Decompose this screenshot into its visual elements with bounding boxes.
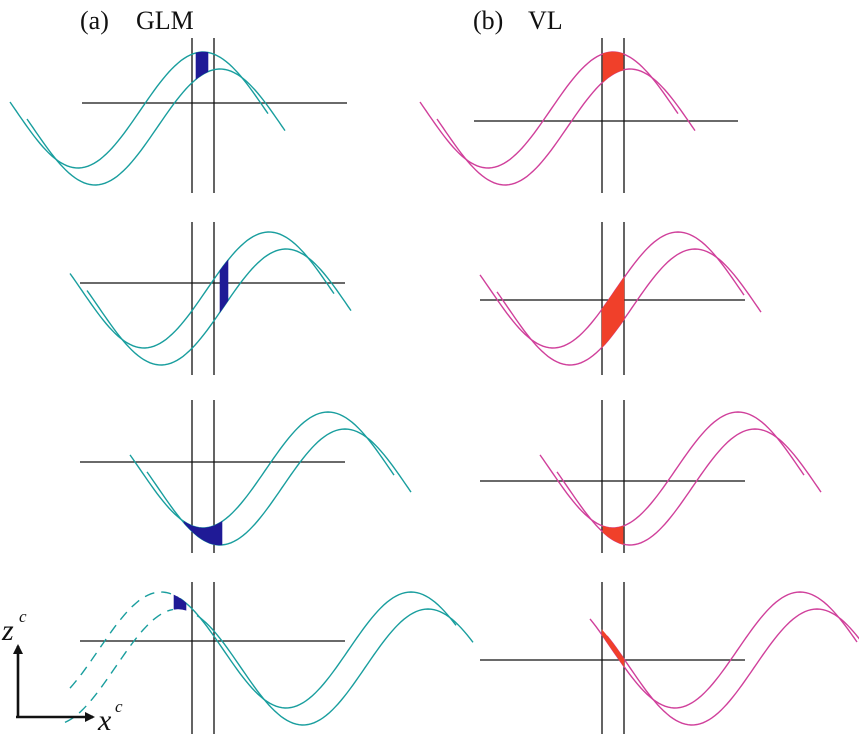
panel-b-1 xyxy=(419,38,738,193)
column-a-name: GLM xyxy=(136,6,194,35)
panel-b-2 xyxy=(479,222,762,375)
parcel-region xyxy=(219,259,229,314)
wave-upper-line xyxy=(589,591,858,709)
column-b-name: VL xyxy=(528,6,563,35)
panel-a-2 xyxy=(69,222,352,375)
panels xyxy=(9,38,859,734)
coordinate-frame: z c x c xyxy=(1,607,123,734)
wave-lower-line xyxy=(26,68,286,186)
x-axis-label: x xyxy=(97,704,112,734)
wave-upper-line xyxy=(179,591,457,709)
parcel-region xyxy=(195,51,209,80)
column-b-tag: (b) xyxy=(473,6,503,35)
column-title-a: (a) GLM xyxy=(80,6,194,35)
wave-upper-line xyxy=(69,231,335,349)
column-title-b: (b) VL xyxy=(473,6,563,35)
panel-b-3 xyxy=(480,400,822,553)
wave-upper-line xyxy=(129,411,395,529)
parcel-region xyxy=(601,276,625,348)
parcel-region xyxy=(173,594,187,611)
panel-b-4 xyxy=(480,582,859,734)
wave-lower-line xyxy=(196,608,474,726)
wave-lower-line xyxy=(496,248,762,366)
parcel-region xyxy=(602,51,624,83)
wave-lower-line xyxy=(606,608,859,726)
panel-a-3 xyxy=(80,400,412,553)
wave-lower-line xyxy=(146,428,412,546)
wave-lower-line xyxy=(436,68,696,186)
wave-upper-line xyxy=(419,51,679,169)
wave-lower-line xyxy=(556,428,822,546)
wave-upper-dashed xyxy=(69,591,179,689)
z-axis-label: z xyxy=(1,614,14,647)
wave-lower-dashed xyxy=(64,608,174,724)
wave-upper-line xyxy=(9,51,269,169)
panel-a-1 xyxy=(9,38,347,193)
parcel-region xyxy=(601,629,625,668)
parcel-region xyxy=(602,525,624,545)
wave-upper-line xyxy=(539,411,805,529)
parcel-region xyxy=(183,520,223,546)
panel-a-4 xyxy=(64,582,474,734)
column-a-tag: (a) xyxy=(80,6,109,35)
wave-lower-line xyxy=(86,248,352,366)
z-axis-superscript: c xyxy=(19,607,27,626)
x-axis-superscript: c xyxy=(115,697,123,716)
